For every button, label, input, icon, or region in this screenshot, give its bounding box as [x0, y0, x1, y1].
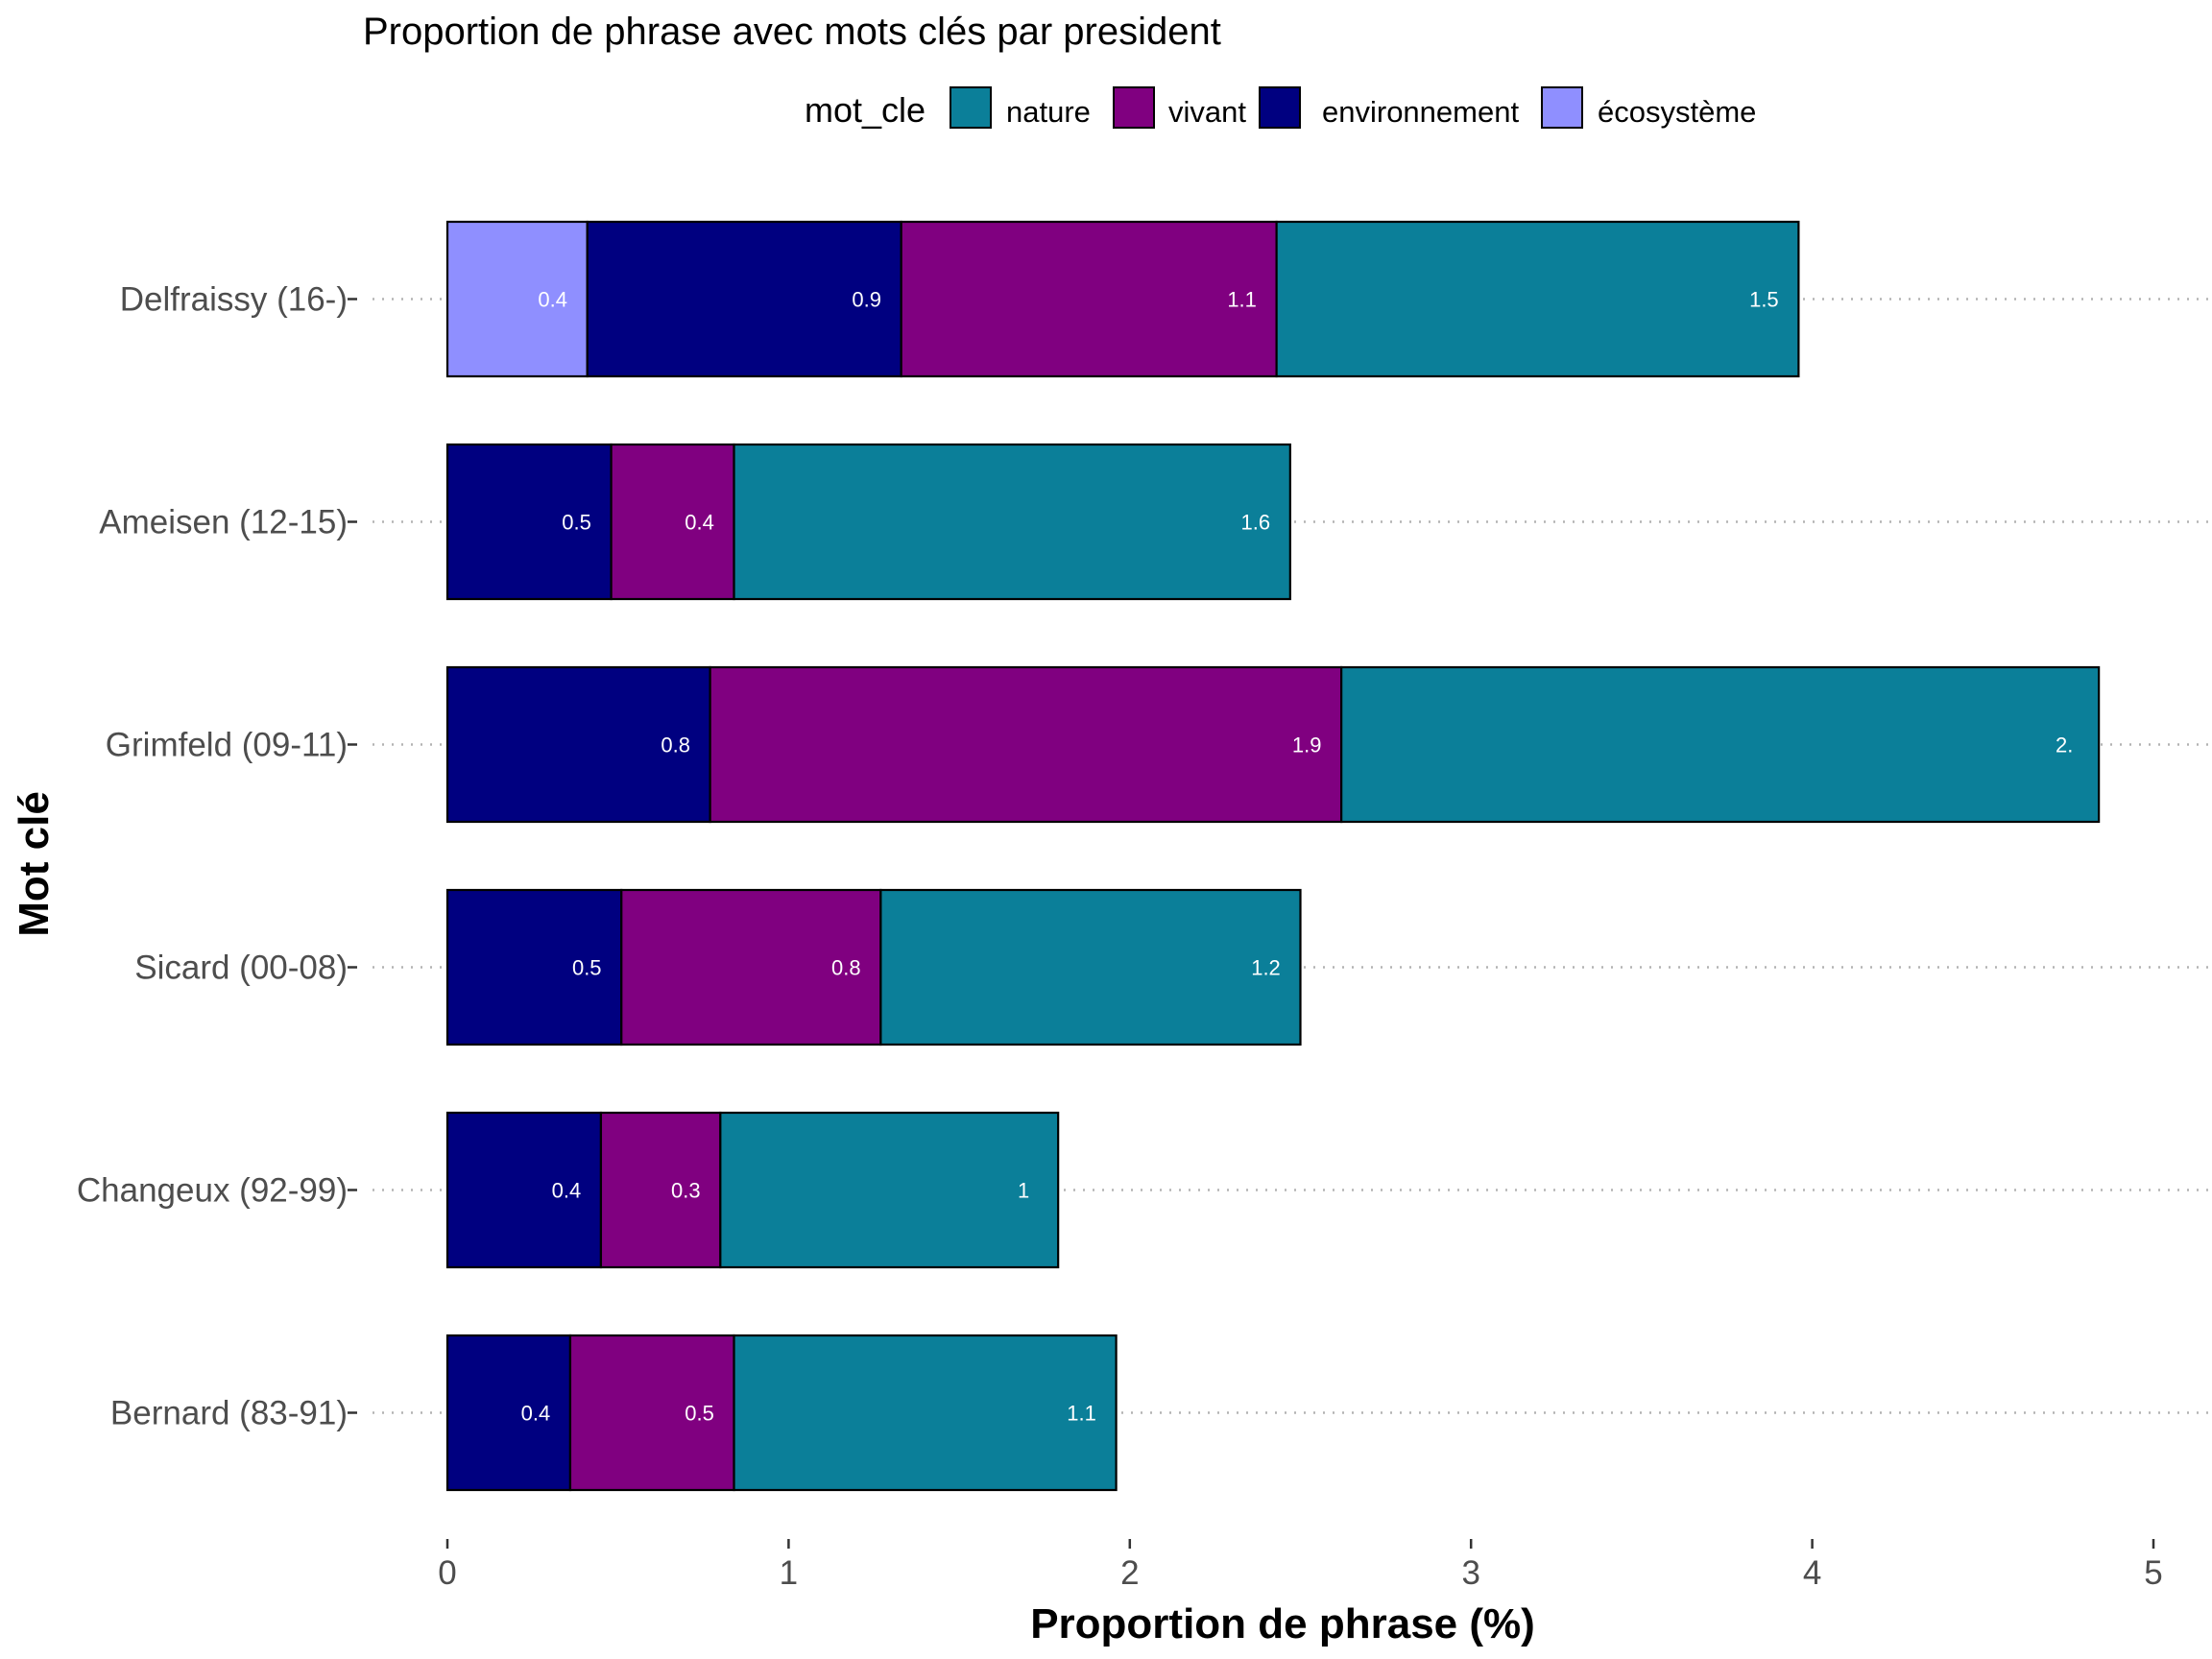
bar-segment-vivant: [568, 1334, 735, 1492]
bar-segment-environnement: [445, 888, 623, 1046]
y-tick-label: Delfraissy (16-): [120, 281, 348, 319]
bar-segment-vivant: [900, 220, 1278, 378]
legend-swatch-nature: [950, 86, 992, 129]
data-label-nature: 1.2: [1251, 956, 1281, 980]
data-label-environnement: 0.4: [552, 1179, 582, 1203]
data-label-environnement: 0.4: [521, 1402, 551, 1426]
legend-label-environnement: environnement: [1322, 95, 1519, 129]
legend-title: mot_cle: [805, 90, 926, 130]
data-label-nature: 1.5: [1749, 288, 1779, 312]
data-label-environnement: 0.8: [661, 733, 690, 757]
y-tick-label: Grimfeld (09-11): [106, 727, 348, 764]
y-tick-label: Bernard (83-91): [110, 1395, 348, 1432]
legend-label-vivant: vivant: [1168, 95, 1246, 129]
chart-title: Proportion de phrase avec mots clés par …: [363, 11, 1221, 53]
data-label-nature: 1: [1018, 1179, 1029, 1203]
bar-segment-environnement: [445, 443, 613, 601]
data-labels: 0.4 0.9 1.1 1.5 0.5 0.4 1.6 0.8 1.9 2. 0.5 0.8 1.2 0.…: [521, 288, 2074, 1426]
data-label-vivant: 0.4: [685, 511, 714, 535]
legend-swatch-environnement: [1259, 86, 1301, 129]
x-tick-label: 4: [1803, 1554, 1821, 1592]
legend-label-nature: nature: [1006, 95, 1091, 129]
bar-segment-vivant: [599, 1111, 722, 1269]
x-axis: 0 1 2 3 4 5: [438, 1539, 2163, 1592]
bar-segment-nature: [733, 1334, 1118, 1492]
bar-segment-nature: [1340, 665, 2101, 824]
data-label-vivant: 1.9: [1292, 733, 1322, 757]
data-label-environnement: 0.5: [572, 956, 602, 980]
data-label-vivant: 1.1: [1227, 288, 1257, 312]
data-label-ecosysteme: 0.4: [538, 288, 567, 312]
bar-segment-nature: [1275, 220, 1800, 378]
bar-segment-environnement: [586, 220, 902, 378]
legend-swatch-vivant: [1113, 86, 1155, 129]
bar-segment-vivant: [620, 888, 882, 1046]
x-tick-label: 2: [1120, 1554, 1139, 1592]
data-label-environnement: 0.9: [852, 288, 881, 312]
bar-segment-vivant: [610, 443, 735, 601]
data-label-vivant: 0.3: [671, 1179, 701, 1203]
y-tick-label: Sicard (00-08): [134, 950, 348, 987]
y-tick-label: Changeux (92-99): [77, 1172, 348, 1210]
x-tick-label: 5: [2144, 1554, 2162, 1592]
x-axis-label: Proportion de phrase (%): [1030, 1600, 1535, 1647]
data-label-environnement: 0.5: [562, 511, 591, 535]
bar-segment-vivant: [709, 665, 1343, 824]
legend-swatch-ecosysteme: [1541, 86, 1583, 129]
legend: mot_cle nature vivant environnement écosyst…: [805, 86, 1756, 130]
x-tick-label: 3: [1461, 1554, 1479, 1592]
y-tick-label: Ameisen (12-15): [99, 504, 348, 541]
bars: [445, 220, 2101, 1492]
bar-segment-ecosysteme: [445, 220, 589, 378]
bar-segment-environnement: [445, 1111, 603, 1269]
data-label-nature: 2.: [2056, 733, 2073, 757]
bar-segment-nature: [733, 443, 1291, 601]
x-tick-label: 1: [780, 1554, 798, 1592]
legend-label-ecosysteme: écosystème: [1598, 95, 1756, 129]
data-label-nature: 1.1: [1067, 1402, 1096, 1426]
data-label-vivant: 0.8: [831, 956, 861, 980]
x-tick-label: 0: [438, 1554, 456, 1592]
bar-segment-nature: [719, 1111, 1060, 1269]
y-axis: Delfraissy (16-) Ameisen (12-15) Grimfeld …: [77, 281, 357, 1432]
bar-segment-environnement: [445, 1334, 572, 1492]
data-label-nature: 1.6: [1241, 511, 1271, 535]
bar-segment-nature: [879, 888, 1302, 1046]
data-label-vivant: 0.5: [685, 1402, 714, 1426]
bar-segment-environnement: [445, 665, 711, 824]
y-axis-label: Mot clé: [11, 791, 58, 937]
